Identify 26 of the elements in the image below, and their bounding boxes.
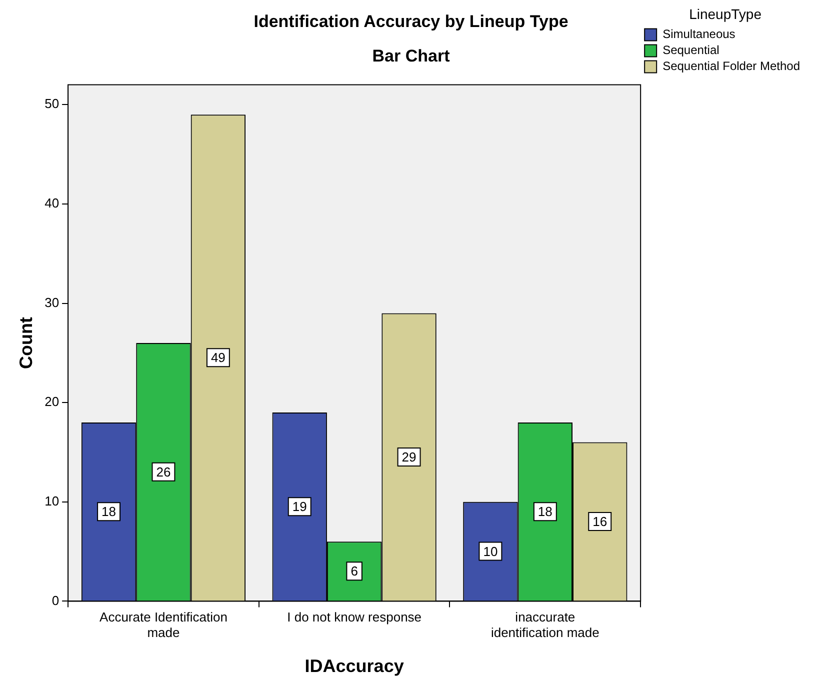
- data-label: 26: [156, 464, 171, 480]
- y-tick-label: 30: [44, 294, 60, 310]
- x-tick-label: I do not know response: [287, 610, 422, 625]
- chart-subtitle: Bar Chart: [372, 46, 450, 66]
- legend-label: Sequential: [662, 43, 720, 58]
- data-label: 29: [402, 450, 416, 465]
- data-label: 18: [102, 504, 116, 520]
- data-label: 10: [483, 544, 498, 559]
- data-label: 18: [538, 504, 552, 520]
- x-axis-title: IDAccuracy: [304, 656, 404, 676]
- y-tick-label: 50: [44, 96, 60, 112]
- data-label: 16: [592, 514, 608, 530]
- x-tick-label: inaccurate identification made: [490, 610, 600, 640]
- y-tick-label: 20: [44, 394, 60, 410]
- y-tick-label: 10: [44, 493, 60, 508]
- legend-title: LineupType: [689, 6, 762, 22]
- x-tick-label: Accurate Identification made: [100, 610, 228, 640]
- y-tick-label: 0: [52, 592, 60, 608]
- data-label: 19: [292, 499, 307, 514]
- data-label: 6: [350, 564, 358, 579]
- y-tick-label: 40: [44, 196, 60, 211]
- y-axis-title: Count: [16, 317, 36, 369]
- legend-label: Sequential Folder Method: [662, 59, 800, 74]
- chart-title: Identification Accuracy by Lineup Type: [254, 12, 568, 31]
- legend-label: Simultaneous: [662, 27, 736, 42]
- data-label: 49: [210, 350, 226, 366]
